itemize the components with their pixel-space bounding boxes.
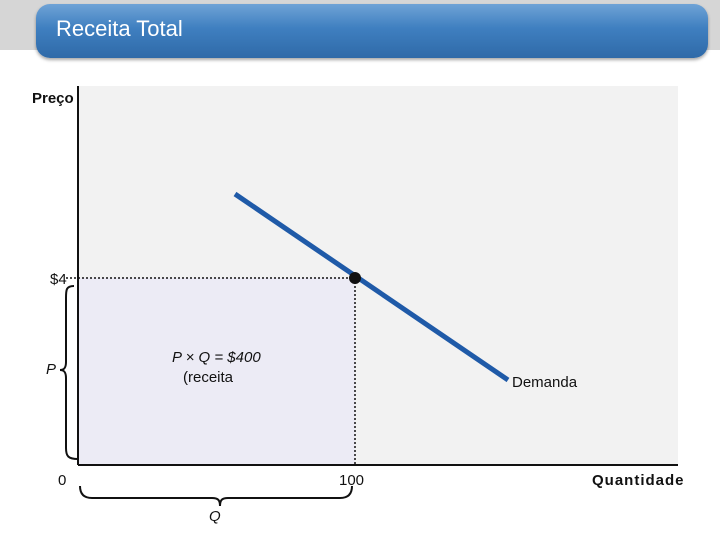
title-bar: Receita Total	[36, 4, 708, 58]
price-tick-label: $4	[50, 271, 67, 288]
copyright-notice: Copyright©2003 Southwestern/Thomson Lear…	[522, 530, 678, 537]
x-axis-label: Quantidade	[592, 472, 685, 489]
quantity-brace-label: Q	[209, 508, 221, 525]
revenue-label-line1: P × Q = $400	[172, 349, 261, 366]
demand-label: Demanda	[512, 374, 578, 391]
price-brace	[59, 285, 79, 460]
origin-label: 0	[58, 472, 66, 489]
y-axis-label: Preço	[32, 90, 74, 107]
demand-curve	[233, 191, 510, 383]
equilibrium-point	[349, 272, 361, 284]
revenue-label-line2: (receita	[183, 369, 234, 386]
quantity-tick-label: 100	[339, 472, 364, 489]
page-title: Receita Total	[56, 16, 183, 41]
quantity-brace	[79, 485, 353, 507]
price-brace-label: P	[46, 361, 56, 378]
revenue-area	[78, 278, 355, 464]
